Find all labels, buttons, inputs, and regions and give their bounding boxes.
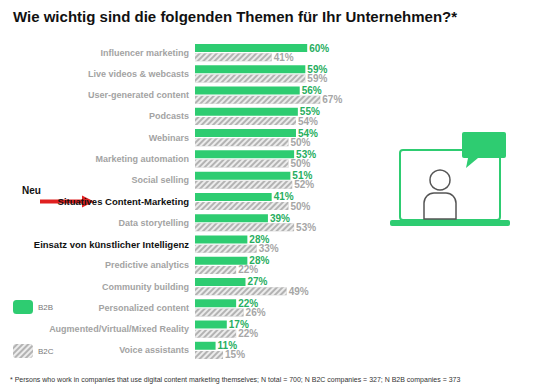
- svg-text:50%: 50%: [291, 137, 311, 148]
- svg-text:11%: 11%: [217, 340, 237, 352]
- svg-text:67%: 67%: [322, 94, 342, 105]
- svg-text:50%: 50%: [291, 201, 311, 212]
- svg-text:50%: 50%: [291, 158, 311, 169]
- svg-text:53%: 53%: [296, 148, 317, 160]
- svg-text:22%: 22%: [238, 328, 258, 339]
- svg-text:56%: 56%: [302, 85, 322, 96]
- svg-text:Data storytelling: Data storytelling: [118, 218, 189, 228]
- svg-text:26%: 26%: [246, 307, 266, 318]
- svg-text:Webinars: Webinars: [149, 133, 189, 143]
- svg-text:60%: 60%: [309, 43, 329, 54]
- svg-text:51%: 51%: [292, 170, 313, 182]
- svg-text:Augmented/Virtual/Mixed Realit: Augmented/Virtual/Mixed Reality: [49, 324, 189, 334]
- svg-text:41%: 41%: [274, 52, 294, 63]
- svg-text:Wie wichtig sind die folgenden: Wie wichtig sind die folgenden Themen fü…: [13, 8, 457, 25]
- svg-text:52%: 52%: [294, 179, 314, 190]
- svg-text:22%: 22%: [238, 297, 259, 309]
- svg-text:B2B: B2B: [38, 303, 53, 312]
- svg-text:Voice assistants: Voice assistants: [119, 345, 189, 355]
- svg-text:Predictive analytics: Predictive analytics: [105, 260, 189, 270]
- svg-text:User-generated content: User-generated content: [88, 90, 189, 100]
- svg-text:Situatives Content-Marketing: Situatives Content-Marketing: [58, 196, 190, 207]
- svg-text:28%: 28%: [249, 255, 270, 267]
- svg-text:* Persons who work in companie: * Persons who work in companies that use…: [10, 376, 460, 384]
- svg-text:Einsatz von künstlicher Intell: Einsatz von künstlicher Intelligenz: [34, 239, 189, 250]
- svg-text:15%: 15%: [225, 349, 245, 360]
- svg-text:54%: 54%: [298, 127, 318, 139]
- svg-text:Podcasts: Podcasts: [149, 111, 189, 121]
- svg-text:28%: 28%: [249, 233, 270, 245]
- svg-text:59%: 59%: [307, 63, 328, 75]
- svg-text:Marketing automation: Marketing automation: [95, 154, 189, 164]
- svg-text:Influencer marketing: Influencer marketing: [100, 48, 189, 58]
- svg-text:Neu: Neu: [22, 185, 41, 196]
- svg-text:22%: 22%: [238, 264, 258, 275]
- svg-text:41%: 41%: [273, 191, 294, 203]
- svg-text:17%: 17%: [228, 319, 249, 330]
- svg-text:33%: 33%: [259, 243, 279, 254]
- svg-text:54%: 54%: [298, 116, 318, 127]
- svg-text:Community building: Community building: [102, 282, 189, 292]
- svg-text:B2C: B2C: [38, 347, 54, 356]
- svg-text:39%: 39%: [270, 213, 290, 224]
- svg-text:Live videos & webcasts: Live videos & webcasts: [88, 69, 189, 79]
- svg-text:Personalized content: Personalized content: [98, 303, 189, 313]
- svg-text:55%: 55%: [299, 106, 320, 118]
- svg-text:Social selling: Social selling: [131, 175, 189, 185]
- svg-text:27%: 27%: [247, 276, 267, 287]
- svg-text:53%: 53%: [296, 222, 316, 233]
- svg-text:49%: 49%: [289, 286, 309, 297]
- svg-text:59%: 59%: [307, 73, 327, 84]
